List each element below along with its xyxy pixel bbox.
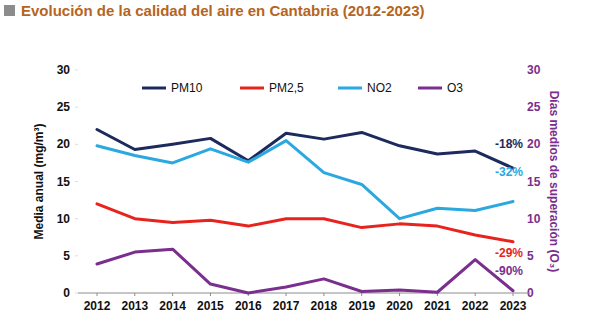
- y-tick-label: 30: [57, 63, 71, 77]
- y-tick-label: 25: [57, 100, 71, 114]
- legend-swatch: [418, 87, 442, 90]
- y2-tick-label: 15: [527, 175, 541, 189]
- x-tick: [97, 293, 98, 296]
- annotation: -29%: [495, 246, 523, 260]
- x-tick-label: 2022: [462, 299, 489, 313]
- y-tick-label: 0: [63, 286, 70, 300]
- y-tick-label: 20: [57, 137, 71, 151]
- legend-swatch: [240, 87, 264, 90]
- x-tick-label: 2021: [424, 299, 451, 313]
- x-tick-label: 2012: [84, 299, 111, 313]
- y2-tick-label: 30: [527, 63, 541, 77]
- legend-swatch: [142, 87, 166, 90]
- x-tick-label: 2015: [197, 299, 224, 313]
- x-tick: [323, 293, 324, 296]
- y-tick-label: 10: [57, 212, 71, 226]
- x-tick-label: 2017: [273, 299, 300, 313]
- y2-axis-label: Días medios de superación (O₃): [547, 91, 561, 273]
- legend-label: NO2: [367, 81, 392, 95]
- x-axis: [78, 293, 530, 294]
- x-tick: [475, 293, 476, 296]
- chart: Evolución de la calidad del aire en Cant…: [0, 0, 601, 330]
- y2-tick-label: 25: [527, 100, 541, 114]
- y-tick: [75, 144, 78, 145]
- series-line: [97, 129, 513, 168]
- x-tick: [286, 293, 287, 296]
- y-tick: [75, 293, 78, 294]
- x-tick: [134, 293, 135, 296]
- series-line: [97, 249, 513, 293]
- x-tick-label: 2023: [500, 299, 527, 313]
- x-tick: [513, 293, 514, 296]
- y-tick-label: 5: [63, 249, 70, 263]
- y-tick: [75, 255, 78, 256]
- x-tick-label: 2013: [121, 299, 148, 313]
- y-tick: [75, 218, 78, 219]
- annotation: -90%: [495, 264, 523, 278]
- x-tick-label: 2020: [386, 299, 413, 313]
- annotation: -32%: [495, 165, 523, 179]
- legend-label: O3: [447, 81, 463, 95]
- title: Evolución de la calidad del aire en Cant…: [21, 2, 425, 19]
- y2-tick-label: 20: [527, 137, 541, 151]
- y-tick: [75, 107, 78, 108]
- legend-label: PM2,5: [269, 81, 304, 95]
- y-tick: [75, 181, 78, 182]
- legend-swatch: [338, 87, 362, 90]
- legend-label: PM10: [171, 81, 203, 95]
- plot-area: [97, 129, 513, 293]
- x-tick: [361, 293, 362, 296]
- x-tick: [172, 293, 173, 296]
- y-tick: [75, 70, 78, 71]
- y2-tick-label: 10: [527, 212, 541, 226]
- series-line: [97, 141, 513, 219]
- x-tick-label: 2016: [235, 299, 262, 313]
- x-tick-label: 2014: [159, 299, 186, 313]
- x-tick: [210, 293, 211, 296]
- y2-tick-label: 5: [527, 249, 534, 263]
- y-tick-label: 15: [57, 175, 71, 189]
- title-marker: [4, 5, 15, 16]
- x-tick-label: 2018: [311, 299, 338, 313]
- y-axis-label: Media anual (mg/m³): [32, 123, 46, 239]
- annotation: -18%: [495, 137, 523, 151]
- x-tick-label: 2019: [348, 299, 375, 313]
- x-tick: [399, 293, 400, 296]
